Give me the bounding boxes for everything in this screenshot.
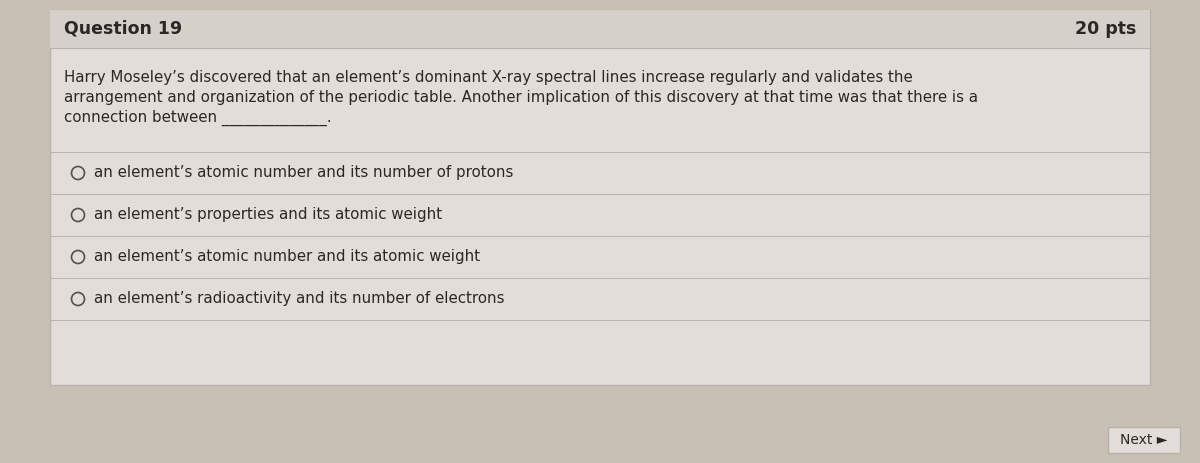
Text: an element’s properties and its atomic weight: an element’s properties and its atomic w… <box>94 207 442 223</box>
Text: Harry Moseley’s discovered that an element’s dominant X-ray spectral lines incre: Harry Moseley’s discovered that an eleme… <box>64 70 913 85</box>
Text: Question 19: Question 19 <box>64 20 182 38</box>
Text: an element’s atomic number and its atomic weight: an element’s atomic number and its atomi… <box>94 250 480 264</box>
FancyBboxPatch shape <box>50 10 1150 385</box>
Text: connection between ______________.: connection between ______________. <box>64 110 331 126</box>
Text: Next ►: Next ► <box>1121 433 1168 447</box>
Text: 20 pts: 20 pts <box>1075 20 1136 38</box>
Text: an element’s atomic number and its number of protons: an element’s atomic number and its numbe… <box>94 165 512 181</box>
FancyBboxPatch shape <box>50 10 1150 48</box>
FancyBboxPatch shape <box>1108 427 1180 453</box>
Text: arrangement and organization of the periodic table. Another implication of this : arrangement and organization of the peri… <box>64 90 978 105</box>
Text: an element’s radioactivity and its number of electrons: an element’s radioactivity and its numbe… <box>94 292 504 307</box>
